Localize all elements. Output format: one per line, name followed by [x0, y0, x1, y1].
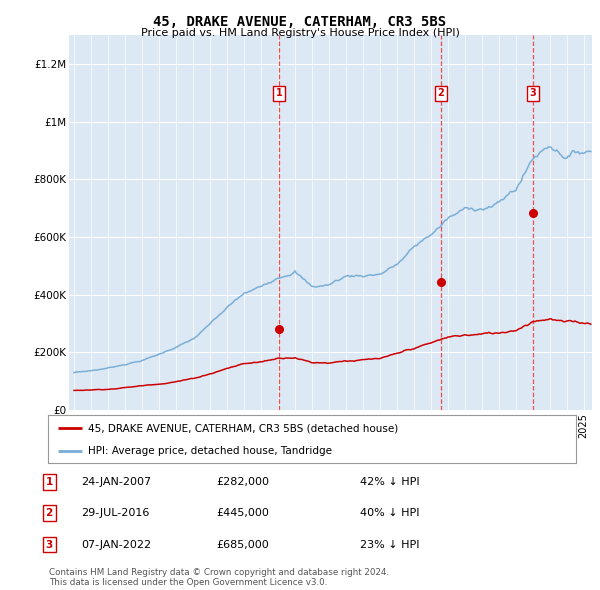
Text: 1: 1 [46, 477, 53, 487]
Text: 23% ↓ HPI: 23% ↓ HPI [360, 540, 419, 549]
Text: Contains HM Land Registry data © Crown copyright and database right 2024.
This d: Contains HM Land Registry data © Crown c… [49, 568, 389, 587]
Text: HPI: Average price, detached house, Tandridge: HPI: Average price, detached house, Tand… [88, 445, 332, 455]
Text: 29-JUL-2016: 29-JUL-2016 [81, 509, 149, 518]
Text: £445,000: £445,000 [216, 509, 269, 518]
Text: 3: 3 [46, 540, 53, 549]
Text: 45, DRAKE AVENUE, CATERHAM, CR3 5BS: 45, DRAKE AVENUE, CATERHAM, CR3 5BS [154, 15, 446, 29]
Text: 42% ↓ HPI: 42% ↓ HPI [360, 477, 419, 487]
Text: £282,000: £282,000 [216, 477, 269, 487]
Text: 07-JAN-2022: 07-JAN-2022 [81, 540, 151, 549]
Text: Price paid vs. HM Land Registry's House Price Index (HPI): Price paid vs. HM Land Registry's House … [140, 28, 460, 38]
Text: 45, DRAKE AVENUE, CATERHAM, CR3 5BS (detached house): 45, DRAKE AVENUE, CATERHAM, CR3 5BS (det… [88, 423, 398, 433]
Text: 2: 2 [46, 509, 53, 518]
Text: 24-JAN-2007: 24-JAN-2007 [81, 477, 151, 487]
Text: 3: 3 [530, 88, 536, 99]
Text: 40% ↓ HPI: 40% ↓ HPI [360, 509, 419, 518]
Text: £685,000: £685,000 [216, 540, 269, 549]
Text: 2: 2 [437, 88, 444, 99]
Text: 1: 1 [276, 88, 283, 99]
